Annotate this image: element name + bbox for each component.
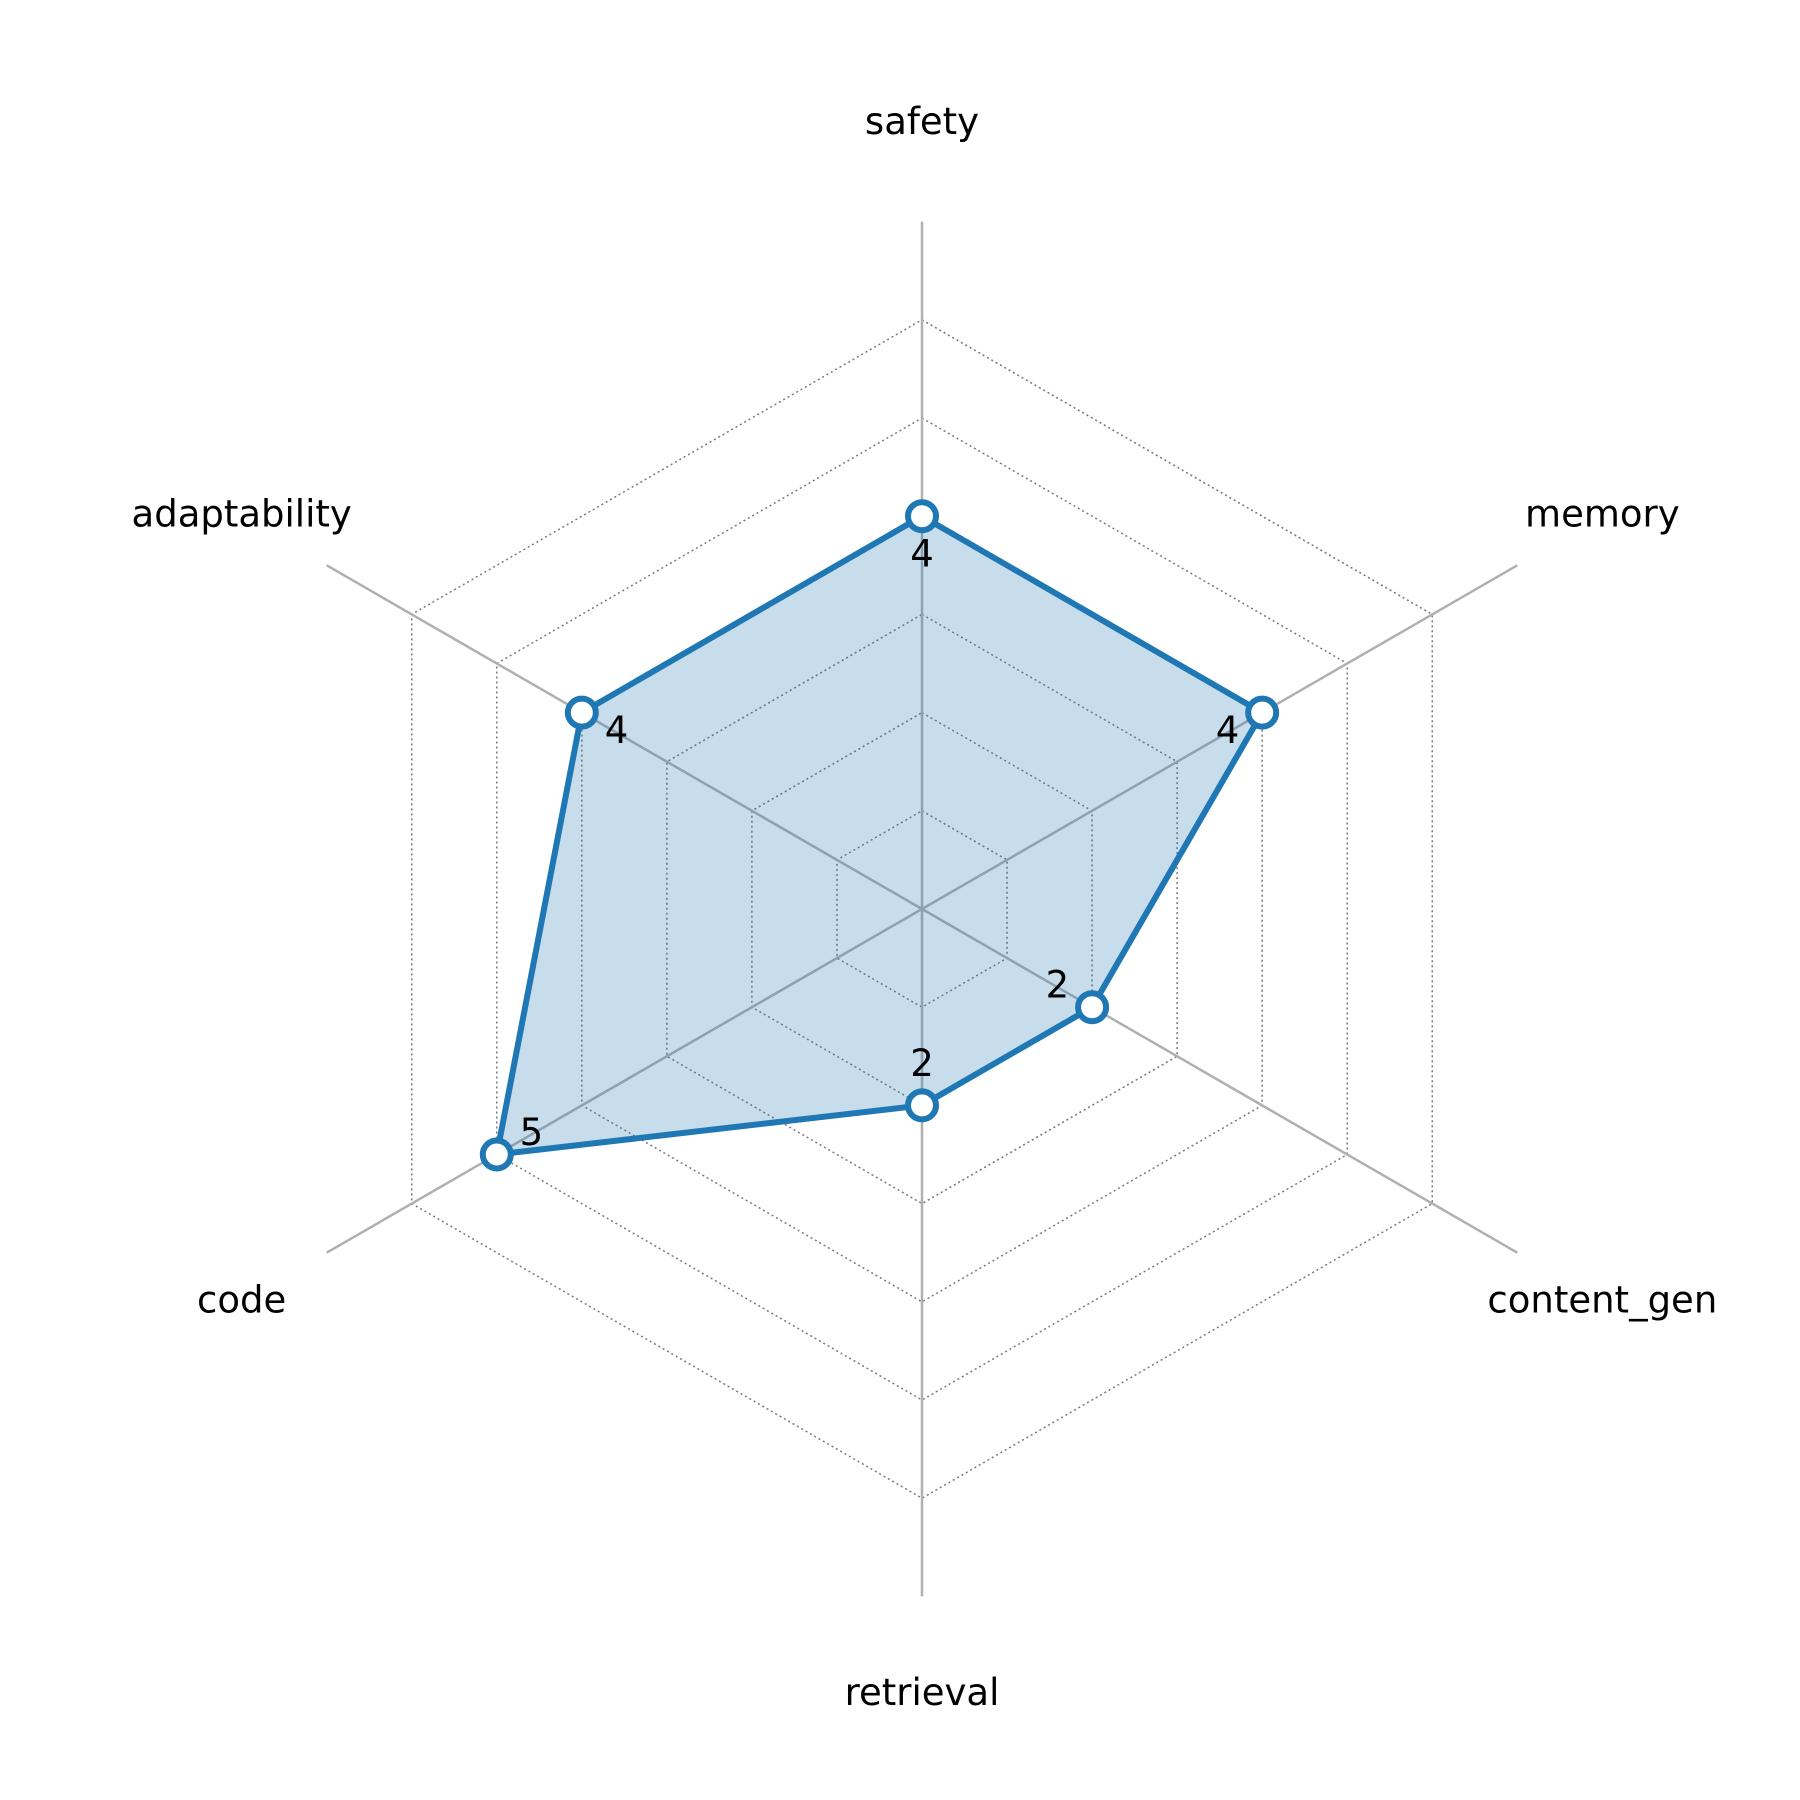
data-label: 4 (910, 533, 934, 576)
category-label: retrieval (845, 1671, 1000, 1714)
data-point (564, 695, 599, 730)
data-point (479, 1137, 514, 1172)
data-label: 2 (1046, 964, 1070, 1007)
category-label: code (197, 1278, 286, 1321)
axis-spoke (326, 564, 923, 911)
category-label: adaptability (132, 493, 352, 536)
category-label: memory (1525, 493, 1680, 536)
data-point (1245, 695, 1280, 730)
axis-spoke (921, 907, 1518, 1254)
data-point (905, 1088, 939, 1123)
data-label: 4 (605, 709, 629, 752)
data-point (905, 499, 939, 534)
data-label: 5 (520, 1111, 544, 1154)
series-area (493, 513, 1266, 1158)
category-label: safety (865, 100, 979, 143)
axis-spoke (326, 907, 923, 1254)
data-label: 2 (910, 1042, 934, 1085)
category-label: content_gen (1487, 1278, 1717, 1321)
data-label: 4 (1216, 709, 1240, 752)
data-point (1075, 990, 1110, 1025)
axis-spoke (921, 564, 1518, 911)
